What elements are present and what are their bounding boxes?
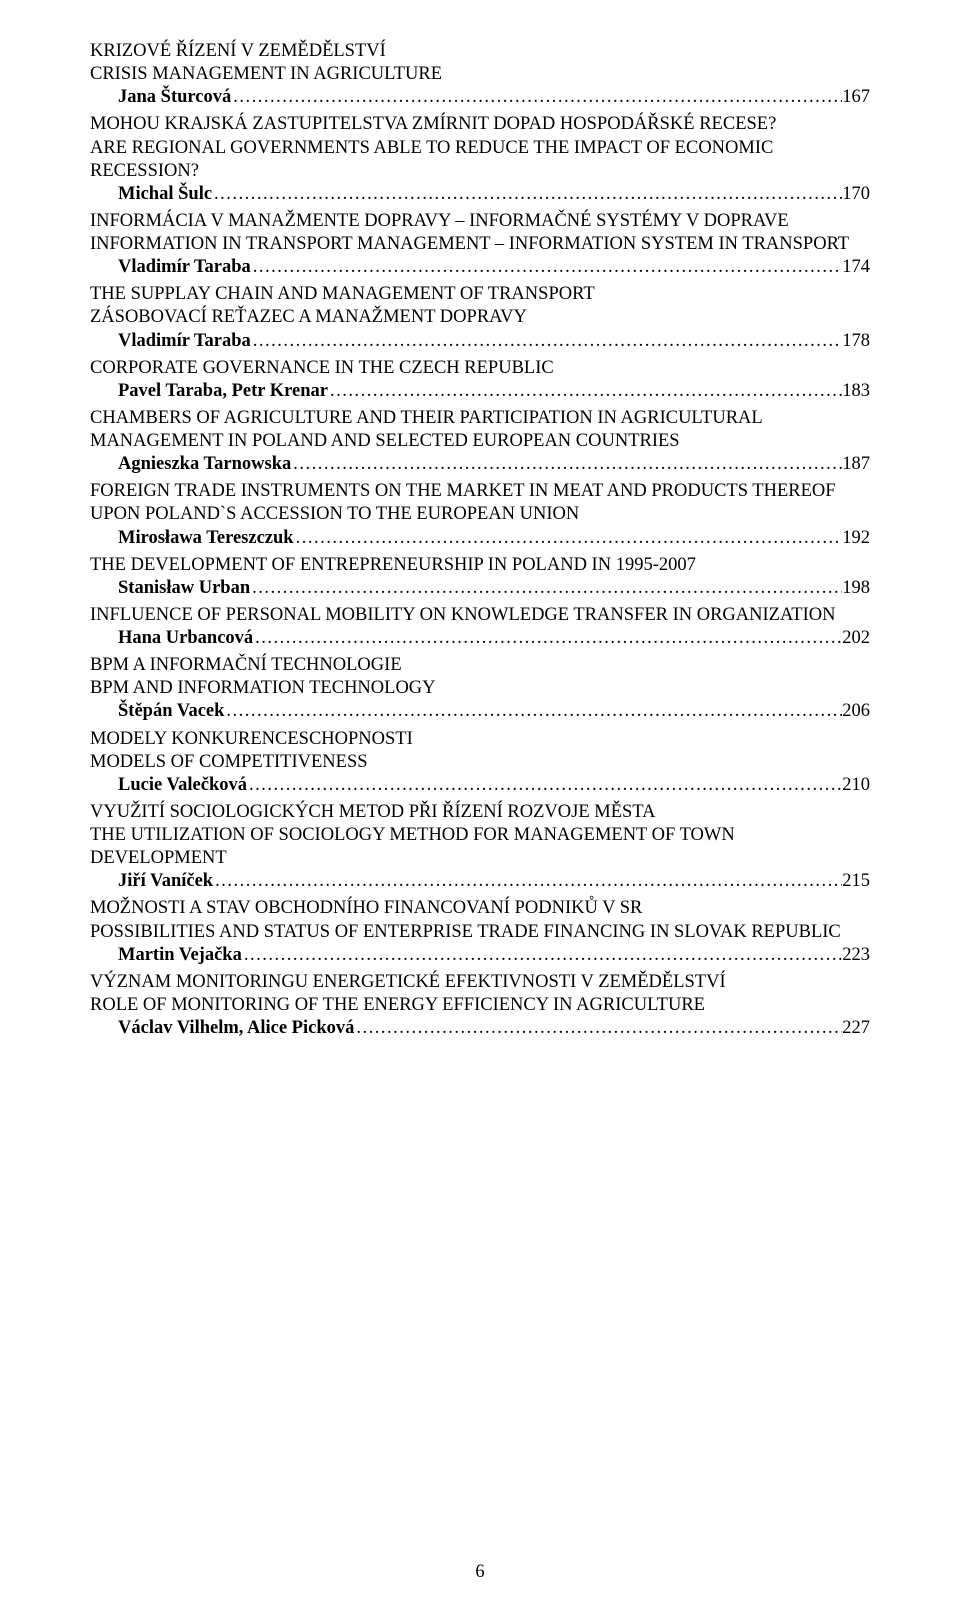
entry-page-number: 227 bbox=[842, 1017, 870, 1040]
entry-title-primary: MODELY KONKURENCESCHOPNOSTI bbox=[90, 728, 870, 751]
document-page: KRIZOVÉ ŘÍZENÍ V ZEMĚDĚLSTVÍCRISIS MANAG… bbox=[0, 0, 960, 1617]
toc-entry: THE SUPPLAY CHAIN AND MANAGEMENT OF TRAN… bbox=[90, 283, 870, 352]
dot-leader bbox=[251, 330, 842, 353]
toc-entry: VYUŽITÍ SOCIOLOGICKÝCH METOD PŘI ŘÍZENÍ … bbox=[90, 801, 870, 894]
entry-author-line: Stanisław Urban 198 bbox=[90, 577, 870, 600]
entry-page-number: 183 bbox=[842, 380, 870, 403]
dot-leader bbox=[213, 870, 842, 893]
entry-title-secondary: BPM AND INFORMATION TECHNOLOGY bbox=[90, 677, 870, 700]
entry-page-number: 206 bbox=[842, 700, 870, 723]
entry-title-primary: THE SUPPLAY CHAIN AND MANAGEMENT OF TRAN… bbox=[90, 283, 870, 306]
entry-title-primary: INFLUENCE OF PERSONAL MOBILITY ON KNOWLE… bbox=[90, 604, 870, 627]
entry-title-primary: MOHOU KRAJSKÁ ZASTUPITELSTVA ZMÍRNIT DOP… bbox=[90, 113, 870, 136]
entry-title-secondary: ARE REGIONAL GOVERNMENTS ABLE TO REDUCE … bbox=[90, 137, 870, 183]
entry-title-primary: BPM A INFORMAČNÍ TECHNOLOGIE bbox=[90, 654, 870, 677]
entry-author: Michal Šulc bbox=[118, 183, 212, 206]
entry-author: Jana Šturcová bbox=[118, 86, 231, 109]
entry-page-number: 187 bbox=[842, 453, 870, 476]
entry-title-primary: THE DEVELOPMENT OF ENTREPRENEURSHIP IN P… bbox=[90, 554, 870, 577]
entry-author-line: Jiří Vaníček 215 bbox=[90, 870, 870, 893]
dot-leader bbox=[294, 527, 843, 550]
entry-author: Lucie Valečková bbox=[118, 774, 247, 797]
entry-author: Hana Urbancová bbox=[118, 627, 253, 650]
table-of-contents: KRIZOVÉ ŘÍZENÍ V ZEMĚDĚLSTVÍCRISIS MANAG… bbox=[90, 40, 870, 1040]
entry-title-primary: INFORMÁCIA V MANAŽMENTE DOPRAVY – INFORM… bbox=[90, 210, 870, 233]
entry-author-line: Štěpán Vacek 206 bbox=[90, 700, 870, 723]
dot-leader bbox=[247, 774, 842, 797]
entry-title-primary: MOŽNOSTI A STAV OBCHODNÍHO FINANCOVANÍ P… bbox=[90, 897, 870, 920]
entry-author: Vladimír Taraba bbox=[118, 256, 251, 279]
dot-leader bbox=[354, 1017, 842, 1040]
entry-title-secondary: INFORMATION IN TRANSPORT MANAGEMENT – IN… bbox=[90, 233, 870, 256]
dot-leader bbox=[253, 627, 842, 650]
entry-title-primary: FOREIGN TRADE INSTRUMENTS ON THE MARKET … bbox=[90, 480, 870, 526]
toc-entry: FOREIGN TRADE INSTRUMENTS ON THE MARKET … bbox=[90, 480, 870, 549]
entry-author: Stanisław Urban bbox=[118, 577, 250, 600]
entry-title-primary: VYUŽITÍ SOCIOLOGICKÝCH METOD PŘI ŘÍZENÍ … bbox=[90, 801, 870, 824]
toc-entry: BPM A INFORMAČNÍ TECHNOLOGIEBPM AND INFO… bbox=[90, 654, 870, 723]
toc-entry: MODELY KONKURENCESCHOPNOSTIMODELS OF COM… bbox=[90, 728, 870, 797]
toc-entry: INFLUENCE OF PERSONAL MOBILITY ON KNOWLE… bbox=[90, 604, 870, 650]
toc-entry: KRIZOVÉ ŘÍZENÍ V ZEMĚDĚLSTVÍCRISIS MANAG… bbox=[90, 40, 870, 109]
entry-title-primary: KRIZOVÉ ŘÍZENÍ V ZEMĚDĚLSTVÍ bbox=[90, 40, 870, 63]
entry-author-line: Mirosława Tereszczuk 192 bbox=[90, 527, 870, 550]
toc-entry: MOŽNOSTI A STAV OBCHODNÍHO FINANCOVANÍ P… bbox=[90, 897, 870, 966]
entry-author: Václav Vilhelm, Alice Picková bbox=[118, 1017, 354, 1040]
page-number-footer: 6 bbox=[0, 1562, 960, 1583]
dot-leader bbox=[242, 944, 842, 967]
dot-leader bbox=[224, 700, 842, 723]
entry-page-number: 178 bbox=[842, 330, 870, 353]
entry-page-number: 215 bbox=[842, 870, 870, 893]
dot-leader bbox=[251, 256, 842, 279]
entry-author: Martin Vejačka bbox=[118, 944, 242, 967]
entry-author-line: Pavel Taraba, Petr Krenar 183 bbox=[90, 380, 870, 403]
entry-author-line: Hana Urbancová 202 bbox=[90, 627, 870, 650]
toc-entry: VÝZNAM MONITORINGU ENERGETICKÉ EFEKTIVNO… bbox=[90, 971, 870, 1040]
entry-author-line: Jana Šturcová 167 bbox=[90, 86, 870, 109]
toc-entry: MOHOU KRAJSKÁ ZASTUPITELSTVA ZMÍRNIT DOP… bbox=[90, 113, 870, 206]
dot-leader bbox=[291, 453, 842, 476]
entry-author: Pavel Taraba, Petr Krenar bbox=[118, 380, 328, 403]
entry-author-line: Vladimír Taraba 174 bbox=[90, 256, 870, 279]
entry-title-secondary: ROLE OF MONITORING OF THE ENERGY EFFICIE… bbox=[90, 994, 870, 1017]
entry-author-line: Vladimír Taraba 178 bbox=[90, 330, 870, 353]
entry-author-line: Václav Vilhelm, Alice Picková 227 bbox=[90, 1017, 870, 1040]
dot-leader bbox=[212, 183, 842, 206]
dot-leader bbox=[250, 577, 842, 600]
entry-page-number: 167 bbox=[842, 86, 870, 109]
entry-page-number: 174 bbox=[842, 256, 870, 279]
dot-leader bbox=[231, 86, 842, 109]
entry-author-line: Lucie Valečková 210 bbox=[90, 774, 870, 797]
entry-page-number: 170 bbox=[842, 183, 870, 206]
entry-author: Jiří Vaníček bbox=[118, 870, 213, 893]
entry-title-secondary: POSSIBILITIES AND STATUS OF ENTERPRISE T… bbox=[90, 921, 870, 944]
entry-title-secondary: THE UTILIZATION OF SOCIOLOGY METHOD FOR … bbox=[90, 824, 870, 870]
entry-author-line: Michal Šulc 170 bbox=[90, 183, 870, 206]
entry-author: Vladimír Taraba bbox=[118, 330, 251, 353]
entry-author: Štěpán Vacek bbox=[118, 700, 224, 723]
page-number: 6 bbox=[475, 1562, 484, 1582]
toc-entry: CHAMBERS OF AGRICULTURE AND THEIR PARTIC… bbox=[90, 407, 870, 476]
entry-title-primary: VÝZNAM MONITORINGU ENERGETICKÉ EFEKTIVNO… bbox=[90, 971, 870, 994]
entry-title-secondary: MODELS OF COMPETITIVENESS bbox=[90, 751, 870, 774]
dot-leader bbox=[328, 380, 842, 403]
toc-entry: INFORMÁCIA V MANAŽMENTE DOPRAVY – INFORM… bbox=[90, 210, 870, 279]
toc-entry: THE DEVELOPMENT OF ENTREPRENEURSHIP IN P… bbox=[90, 554, 870, 600]
entry-title-secondary: CRISIS MANAGEMENT IN AGRICULTURE bbox=[90, 63, 870, 86]
toc-entry: CORPORATE GOVERNANCE IN THE CZECH REPUBL… bbox=[90, 357, 870, 403]
entry-title-primary: CHAMBERS OF AGRICULTURE AND THEIR PARTIC… bbox=[90, 407, 870, 453]
entry-page-number: 202 bbox=[842, 627, 870, 650]
entry-author-line: Martin Vejačka 223 bbox=[90, 944, 870, 967]
entry-author-line: Agnieszka Tarnowska 187 bbox=[90, 453, 870, 476]
entry-author: Mirosława Tereszczuk bbox=[118, 527, 294, 550]
entry-author: Agnieszka Tarnowska bbox=[118, 453, 291, 476]
entry-page-number: 210 bbox=[842, 774, 870, 797]
entry-page-number: 192 bbox=[842, 527, 870, 550]
entry-page-number: 198 bbox=[842, 577, 870, 600]
entry-title-secondary: ZÁSOBOVACÍ REŤAZEC A MANAŽMENT DOPRAVY bbox=[90, 306, 870, 329]
entry-page-number: 223 bbox=[842, 944, 870, 967]
entry-title-primary: CORPORATE GOVERNANCE IN THE CZECH REPUBL… bbox=[90, 357, 870, 380]
